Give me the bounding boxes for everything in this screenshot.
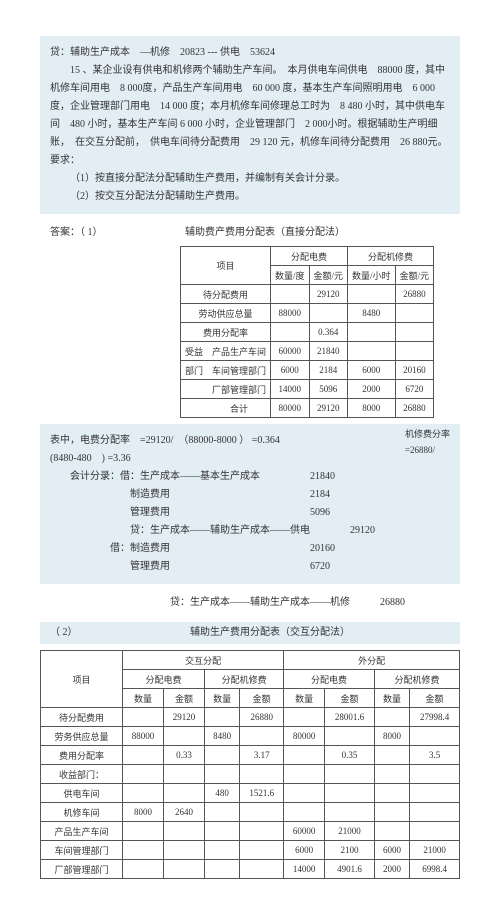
t1-h-amt2: 金额/元 [395,266,434,285]
table-row: 厂部管理部门14000509620006720 [181,380,434,399]
credit-line: 贷：辅助生产成本 —机修 20823 --- 供电 53624 [50,44,450,62]
problem-15: 15 、某企业设有供电和机修两个辅助生产车间。 本月供电车间供电 88000 度… [50,62,450,152]
entry-l6: 管理费用 [50,558,310,576]
entry-head: 会计分录：借：生产成本——基本生产成本 [50,468,310,486]
table-row: 待分配费用2912026880 [181,285,434,304]
entry-l4: 贷：生产成本——辅助生产成本——供电 [50,522,350,540]
intro-block: 贷：辅助生产成本 —机修 20823 --- 供电 53624 15 、某企业设… [40,36,460,214]
table-row: 费用分配率0.333.170.353.5 [41,746,460,765]
table1: 项目 分配电费 分配机修费 数量/度 金额/元 数量/小时 金额/元 待分配费用… [180,246,434,418]
t2-h-repair1: 分配机修费 [205,670,284,689]
table-row: 供电车间4801521.6 [41,784,460,803]
table-row: 费用分配率0.364 [181,323,434,342]
t2-h-item: 项目 [41,651,123,708]
t2-h-cross: 交互分配 [123,651,284,670]
t1-h-item: 项目 [181,247,271,285]
entry-v1: 21840 [310,468,335,486]
answer1-block: 答案：（ 1） 辅助费产费用分配表（直接分配法） [40,220,460,246]
entry-v5: 20160 [310,540,335,558]
table-row: 劳务供应总量880008480800008000 [41,727,460,746]
credit2-block: 贷：生产成本——辅助生产成本——机修26880 [40,590,460,616]
calc-block: 表中，电费分配率 =29120/ （88000-8000 ） =0.364 机修… [40,424,460,584]
t2-h-elec1: 分配电费 [123,670,205,689]
t2-h-out: 外分配 [284,651,460,670]
rate-note: 机修费分率 =26880/ [405,426,450,458]
table-row: 部门 车间管理部门60002184600020160 [181,361,434,380]
req-2: （2）按交互分配法分配辅助生产费用。 [50,188,450,206]
entry-l3: 管理费用 [50,504,310,522]
t1-h-amt1: 金额/元 [309,266,348,285]
table-row: 收益部门： [41,765,460,784]
entry-l2: 制造费用 [50,486,310,504]
table-row: 机修车间80002640 [41,803,460,822]
table-row: 受益 产品生产车间6000021840 [181,342,434,361]
entry-v7: 26880 [380,594,405,612]
entry-v6: 6720 [310,558,330,576]
table-row: 待分配费用291202688028001.627998.4 [41,708,460,727]
t1-h-qtyh: 数量/小时 [348,266,396,285]
entry-v2: 2184 [310,486,330,504]
calc2: (8480-480 ) =3.36 [50,450,450,468]
table-row: 合计8000029120800026880 [181,399,434,418]
requirements-label: 要求： [50,152,450,170]
req-1: （1）按直接分配法分配辅助生产费用，并编制有关会计分录。 [50,170,450,188]
part2-header: （ 2） 辅助生产费用分配表（交互分配法） [40,622,460,644]
table2-title: 辅助生产费用分配表（交互分配法） [190,627,350,638]
table-row: 厂部管理部门140004901.620006998.4 [41,860,460,879]
entry-v4: 29120 [350,522,375,540]
calc1: 表中，电费分配率 =29120/ （88000-8000 ） =0.364 [50,435,280,446]
t2-h-elec2: 分配电费 [284,670,375,689]
table-row: 劳动供应总量880008480 [181,304,434,323]
entry-v3: 5096 [310,504,330,522]
answer1-label: 答案：（ 1） [50,227,103,238]
entry-l5: 借：制造费用 [50,540,310,558]
table-row: 产品生产车间6000021000 [41,822,460,841]
entry-l7: 贷：生产成本——辅助生产成本——机修 [50,594,380,612]
table1-title: 辅助费产费用分配表（直接分配法） [185,227,345,238]
t2-h-repair2: 分配机修费 [374,670,459,689]
t1-h-qtyd: 数量/度 [271,266,310,285]
t1-h-repair: 分配机修费 [348,247,434,266]
table2: 项目 交互分配 外分配 分配电费 分配机修费 分配电费 分配机修费 数量金额 数… [40,650,460,879]
part2-label: （ 2） [50,627,78,638]
t1-h-elec: 分配电费 [271,247,348,266]
table-row: 车间管理部门60002100600021000 [41,841,460,860]
